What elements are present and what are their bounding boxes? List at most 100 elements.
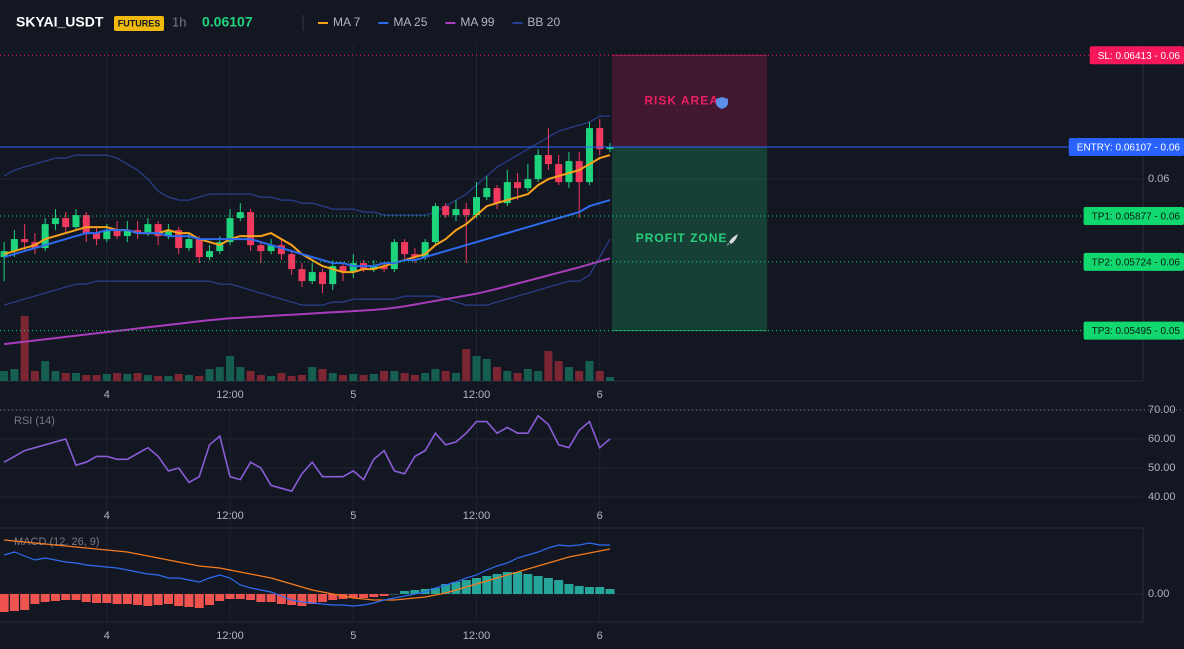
candle-body: [544, 155, 552, 165]
histogram-bar: [266, 594, 276, 602]
volume-bar: [482, 359, 491, 381]
histogram-bar: [133, 594, 143, 605]
x-tick-label: 12:00: [216, 630, 244, 642]
histogram-bar: [50, 594, 60, 601]
plot-layer: 4 12:00 5 12:00 6 0.06 RISK AREA PROFIT ZONE SL:…: [0, 15, 1184, 642]
level-label-bg: [1083, 321, 1184, 340]
volume-bar: [308, 367, 317, 381]
candle-body: [267, 245, 275, 252]
x-tick-label: 12:00: [216, 510, 244, 522]
volume-bar: [133, 373, 142, 381]
volume-bar: [410, 375, 419, 381]
histogram-bar: [9, 594, 19, 611]
zone-icons: [716, 97, 738, 246]
level-label: TP2: 0.05724 - 0.06: [1092, 258, 1181, 269]
rsi-line: [3, 414, 611, 493]
candle-body: [370, 266, 378, 270]
volume-bar: [154, 376, 163, 381]
histogram-bar: [194, 594, 204, 608]
candle-body: [483, 188, 491, 198]
histogram-bar: [441, 584, 451, 594]
candle-body: [606, 147, 614, 150]
volume-bar: [51, 371, 60, 381]
volume-bar: [82, 375, 91, 381]
volume-bar: [349, 374, 358, 381]
legend-label: MA 99: [460, 15, 494, 29]
volume-bar: [41, 361, 50, 381]
candle-body: [134, 230, 142, 234]
volume-bar: [421, 373, 430, 381]
histogram-bar: [564, 584, 574, 594]
level-label: TP3: 0.05495 - 0.05: [1092, 326, 1181, 337]
histogram-bar: [574, 586, 584, 594]
volume-bar: [339, 375, 348, 381]
histogram-bar: [153, 594, 163, 605]
volume-bar: [523, 369, 532, 381]
volume-bar: [595, 371, 604, 381]
x-tick-label: 5: [350, 510, 356, 522]
volume-bar: [267, 376, 276, 381]
zone: [612, 55, 768, 148]
histogram-bar: [215, 594, 225, 601]
histogram-bar: [605, 589, 615, 594]
volume-bar: [318, 369, 327, 381]
volume-bar: [493, 367, 502, 381]
volume-bar: [143, 375, 152, 381]
volume-bar: [164, 376, 173, 381]
x-tick-label: 6: [597, 510, 603, 522]
candle-body: [21, 239, 29, 243]
histogram-bar: [163, 594, 173, 604]
zone-label: PROFIT ZONE: [636, 231, 728, 245]
x-tick-label: 4: [104, 510, 110, 522]
histogram-bar: [533, 576, 543, 594]
x-tick-label: 12:00: [463, 510, 491, 522]
histogram-bar: [359, 594, 369, 598]
bb-lower: [3, 238, 611, 306]
candle-body: [473, 197, 481, 216]
bb-upper: [3, 115, 610, 216]
candle-body: [401, 242, 409, 255]
volume-bar: [554, 361, 563, 381]
x-tick-label: 4: [104, 389, 110, 401]
volume-bar: [575, 371, 584, 381]
volume-bar: [0, 371, 9, 381]
histogram-bar: [482, 576, 492, 594]
histogram-bar: [502, 572, 512, 594]
histogram-bar: [61, 594, 71, 600]
volume-bar: [30, 371, 39, 381]
last-price: 0.06107: [202, 14, 253, 30]
volume-bar: [564, 367, 573, 381]
candle-body: [164, 230, 172, 237]
volume-bar: [297, 375, 306, 381]
candle-body: [442, 206, 450, 216]
histogram-bar: [20, 594, 30, 610]
volume-bar: [236, 367, 245, 381]
signal-line: [4, 539, 611, 601]
candle-body: [339, 266, 347, 273]
histogram-bar: [543, 578, 553, 594]
legend-label: MA 25: [393, 15, 427, 29]
candle-body: [534, 155, 542, 180]
histogram-bar: [71, 594, 81, 600]
histogram-bar: [554, 580, 564, 594]
candle-body: [247, 212, 255, 246]
histogram-bar: [492, 574, 502, 594]
volume-bar: [205, 369, 214, 381]
volume-bar: [503, 371, 512, 381]
candle-body: [82, 215, 90, 234]
volume-bar: [92, 375, 101, 381]
candle-body: [144, 224, 152, 234]
volume-bar: [513, 373, 522, 381]
x-tick-label: 6: [597, 389, 603, 401]
volume-bar: [102, 374, 111, 381]
candle-body: [113, 230, 121, 237]
shield-icon: [716, 97, 728, 109]
candle-body: [41, 224, 49, 249]
zone-label: RISK AREA: [644, 93, 719, 107]
level-label-bg: [1068, 138, 1184, 156]
histogram-bar: [112, 594, 122, 604]
histogram-bar: [379, 594, 389, 596]
histogram-bar: [513, 572, 523, 594]
volume-bar: [451, 373, 460, 381]
